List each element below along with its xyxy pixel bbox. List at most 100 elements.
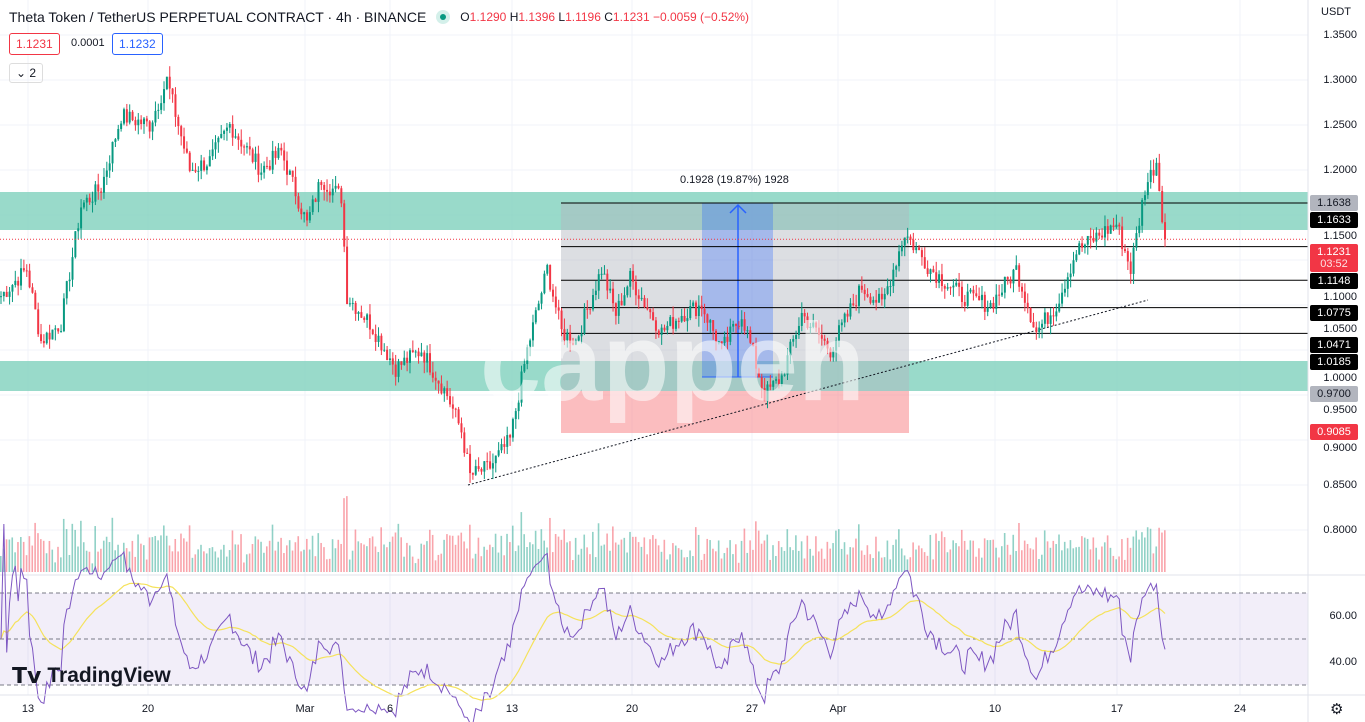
candle-body	[1109, 225, 1112, 234]
candle-body	[980, 294, 983, 301]
candle-body	[640, 297, 643, 299]
volume-bar	[509, 542, 511, 572]
volume-bar	[257, 539, 259, 572]
candle-body	[326, 189, 329, 192]
volume-bar	[414, 563, 417, 572]
volume-bar	[443, 539, 445, 572]
candle-body	[91, 201, 94, 203]
volume-bar	[245, 554, 248, 572]
volume-bar	[17, 542, 19, 572]
volume-bar	[174, 538, 177, 572]
volume-bar	[683, 557, 686, 572]
candle-body	[1086, 235, 1089, 245]
volume-bar	[686, 557, 688, 572]
candle-body	[497, 450, 500, 456]
candle-body	[792, 339, 795, 342]
candle-body	[683, 315, 686, 322]
candle-body	[125, 109, 128, 123]
volume-bar	[311, 535, 314, 572]
volume-bar	[165, 535, 168, 572]
candle-body	[863, 289, 866, 295]
volume-bar	[457, 535, 460, 572]
candle-body	[1029, 308, 1032, 322]
buy-button[interactable]: 1.1232	[112, 33, 163, 55]
volume-bar	[454, 544, 457, 572]
candle-body	[154, 110, 157, 123]
volume-bar	[91, 563, 94, 572]
volume-bar	[351, 550, 354, 572]
candle-body	[1095, 232, 1098, 242]
rsi-label-60: 60.00	[1329, 610, 1357, 622]
candle-body	[108, 163, 111, 171]
volume-bar	[203, 551, 205, 572]
candle-body	[145, 118, 148, 122]
volume-bar	[180, 533, 182, 572]
volume-bar	[786, 529, 789, 572]
symbol-title[interactable]: Theta Token / TetherUS PERPETUAL CONTRAC…	[9, 9, 427, 25]
candle-body	[1075, 254, 1078, 261]
candle-body	[348, 303, 351, 305]
candle-body	[394, 364, 397, 377]
volume-bar	[343, 498, 345, 572]
currency-select[interactable]: USDT	[1321, 6, 1351, 18]
volume-bar	[386, 547, 388, 572]
volume-bar	[194, 554, 197, 572]
candle-body	[1001, 292, 1003, 296]
candle-body	[1152, 169, 1155, 176]
volume-bar	[11, 537, 14, 572]
volume-bar	[546, 547, 548, 572]
candle-body	[1003, 276, 1006, 293]
indicators-collapse-button[interactable]: ⌄ 2	[9, 63, 44, 83]
volume-bar	[191, 557, 194, 572]
volume-bar	[1158, 527, 1160, 572]
volume-bar	[354, 529, 357, 572]
volume-bar	[357, 541, 360, 572]
volume-bar	[200, 544, 202, 572]
candle-body	[17, 280, 20, 286]
candle-body	[397, 361, 400, 377]
volume-bar	[972, 540, 974, 572]
tradingview-logo[interactable]: 𝗧𝘃 TradingView	[12, 663, 171, 688]
volume-bar	[148, 537, 151, 572]
candle-body	[1161, 190, 1164, 223]
candle-body	[603, 273, 606, 275]
volume-bar	[732, 554, 734, 572]
candle-body	[580, 333, 583, 337]
volume-bar	[494, 533, 497, 572]
volume-bar	[111, 517, 114, 572]
volume-bar	[80, 520, 82, 572]
volume-bar	[480, 556, 483, 572]
candle-body	[471, 473, 474, 475]
candle-body	[297, 196, 300, 209]
volume-bar	[923, 552, 926, 572]
candle-body	[317, 182, 320, 202]
candle-body	[105, 170, 108, 177]
volume-bar	[28, 536, 31, 572]
trend-line	[467, 299, 1149, 486]
settings-gear-icon[interactable]: ⚙	[1330, 701, 1344, 718]
candle-body	[1141, 200, 1144, 226]
bar-countdown: 03:52	[1320, 257, 1348, 270]
candle-body	[217, 137, 220, 143]
candle-body	[566, 332, 569, 341]
candle-body	[248, 146, 251, 150]
candle-body	[720, 341, 723, 344]
volume-bar	[117, 544, 119, 572]
candle-body	[677, 320, 680, 322]
candle-body	[337, 185, 340, 189]
volume-bar	[946, 552, 949, 572]
candle-body	[797, 325, 800, 335]
volume-bar	[537, 548, 540, 572]
candle-body	[168, 76, 171, 89]
volume-bar	[1101, 546, 1103, 572]
sell-button[interactable]: 1.1231	[9, 33, 60, 55]
candle-body	[2, 291, 5, 297]
candle-body	[228, 124, 231, 128]
volume-bar	[823, 558, 826, 572]
candle-body	[743, 319, 746, 331]
volume-bar	[603, 544, 606, 572]
candle-body	[1049, 315, 1052, 324]
candle-body	[915, 247, 918, 251]
volume-bar	[940, 531, 943, 572]
